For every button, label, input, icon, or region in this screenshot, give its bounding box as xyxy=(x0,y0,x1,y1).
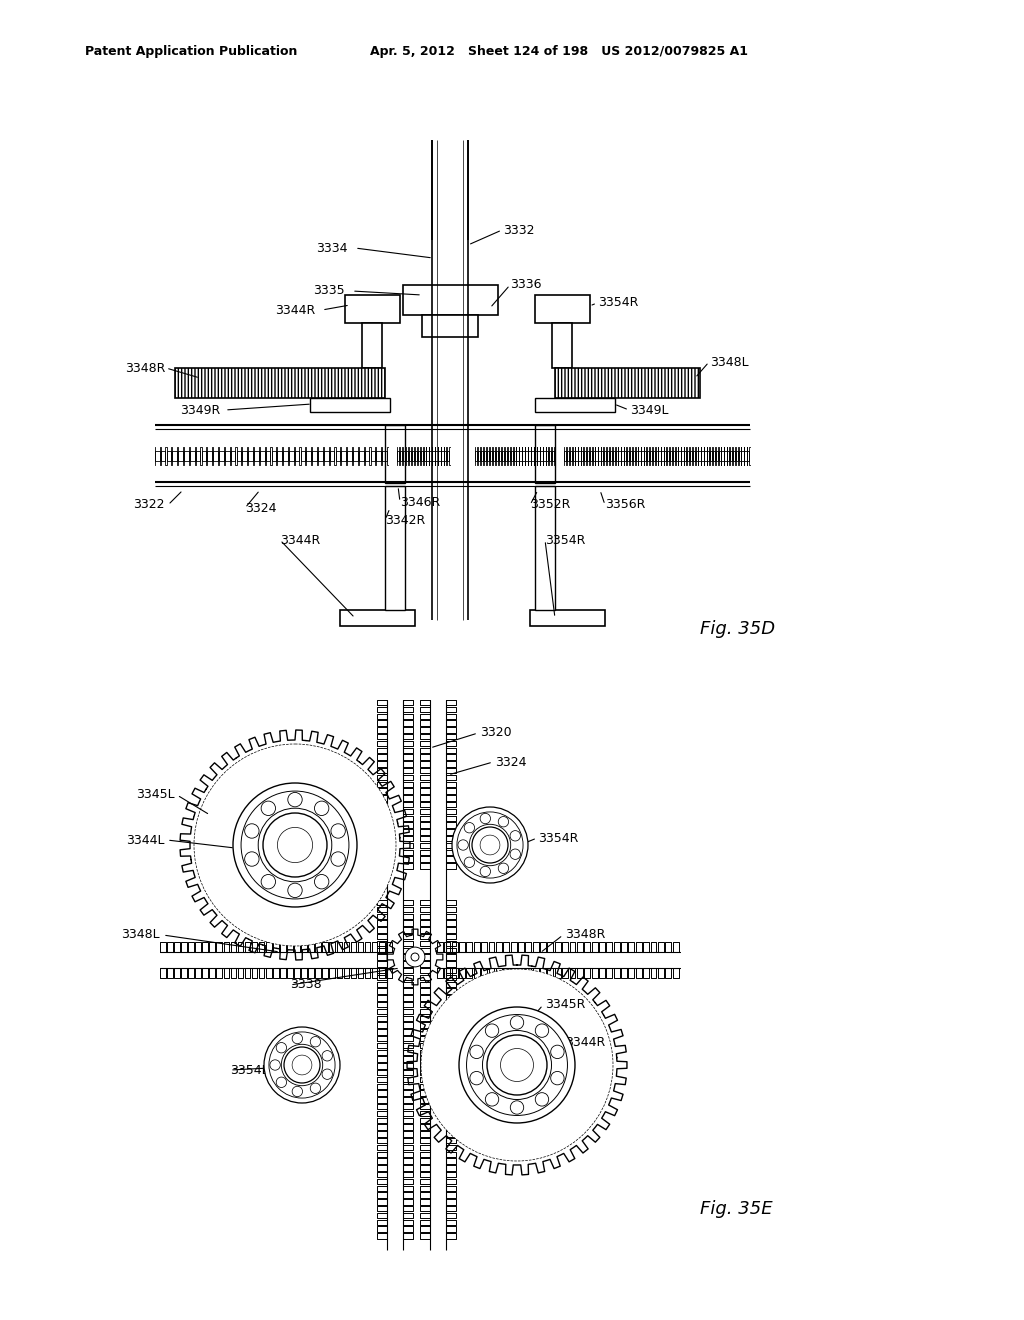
Bar xyxy=(310,399,390,412)
Bar xyxy=(385,486,406,610)
Text: 3352R: 3352R xyxy=(530,499,570,511)
Text: 3354R: 3354R xyxy=(545,533,586,546)
Text: 3344R: 3344R xyxy=(274,304,315,317)
Text: 3354L: 3354L xyxy=(230,1064,268,1077)
Text: 3348L: 3348L xyxy=(710,355,749,368)
Circle shape xyxy=(406,948,425,966)
Bar xyxy=(535,294,590,323)
Bar xyxy=(555,368,700,399)
Text: 3354R: 3354R xyxy=(538,832,579,845)
Text: 3345R: 3345R xyxy=(545,998,586,1011)
Text: 3336: 3336 xyxy=(510,279,542,292)
Bar xyxy=(535,399,615,412)
Circle shape xyxy=(411,953,419,961)
Circle shape xyxy=(501,1048,534,1081)
Text: 3344R: 3344R xyxy=(565,1036,605,1049)
Text: 3342R: 3342R xyxy=(385,513,425,527)
Text: Fig. 35E: Fig. 35E xyxy=(700,1200,773,1218)
Text: Patent Application Publication: Patent Application Publication xyxy=(85,45,297,58)
Bar xyxy=(535,486,555,610)
Circle shape xyxy=(459,1007,575,1123)
Circle shape xyxy=(194,744,396,946)
Bar xyxy=(552,323,572,368)
Text: 3348R: 3348R xyxy=(125,362,165,375)
Circle shape xyxy=(233,783,357,907)
Circle shape xyxy=(487,1035,547,1096)
Text: 3356R: 3356R xyxy=(605,499,645,511)
Text: 3348R: 3348R xyxy=(565,928,605,941)
Circle shape xyxy=(263,813,327,876)
Circle shape xyxy=(264,1027,340,1104)
Circle shape xyxy=(480,836,500,855)
Text: 3349R: 3349R xyxy=(180,404,220,417)
Bar xyxy=(530,610,605,626)
Text: 3349L: 3349L xyxy=(630,404,669,417)
Text: 3335: 3335 xyxy=(313,285,345,297)
Bar xyxy=(345,294,400,323)
Text: 3345L: 3345L xyxy=(136,788,175,801)
Bar xyxy=(422,315,478,337)
Bar xyxy=(175,368,385,399)
Circle shape xyxy=(452,807,528,883)
Circle shape xyxy=(472,828,508,863)
Text: 3354R: 3354R xyxy=(598,297,638,309)
Bar xyxy=(385,425,406,483)
Bar xyxy=(340,610,415,626)
Bar xyxy=(535,425,555,483)
Text: 3332: 3332 xyxy=(503,223,535,236)
Text: 3344L: 3344L xyxy=(127,833,165,846)
Text: 3324: 3324 xyxy=(245,502,276,515)
Text: Fig. 35D: Fig. 35D xyxy=(700,620,775,638)
Circle shape xyxy=(278,828,312,862)
Circle shape xyxy=(292,1055,312,1074)
Circle shape xyxy=(421,969,613,1162)
Text: 3344R: 3344R xyxy=(280,533,321,546)
Text: 3334: 3334 xyxy=(316,242,348,255)
Text: 3320: 3320 xyxy=(480,726,512,739)
Text: Apr. 5, 2012   Sheet 124 of 198   US 2012/0079825 A1: Apr. 5, 2012 Sheet 124 of 198 US 2012/00… xyxy=(370,45,748,58)
Bar xyxy=(362,323,382,368)
Bar xyxy=(403,285,498,315)
Text: 3338: 3338 xyxy=(290,978,322,991)
Text: 3324: 3324 xyxy=(495,755,526,768)
Text: 3346R: 3346R xyxy=(400,495,440,508)
Circle shape xyxy=(284,1047,319,1082)
Text: 3348L: 3348L xyxy=(122,928,160,941)
Text: 3322: 3322 xyxy=(133,499,165,511)
